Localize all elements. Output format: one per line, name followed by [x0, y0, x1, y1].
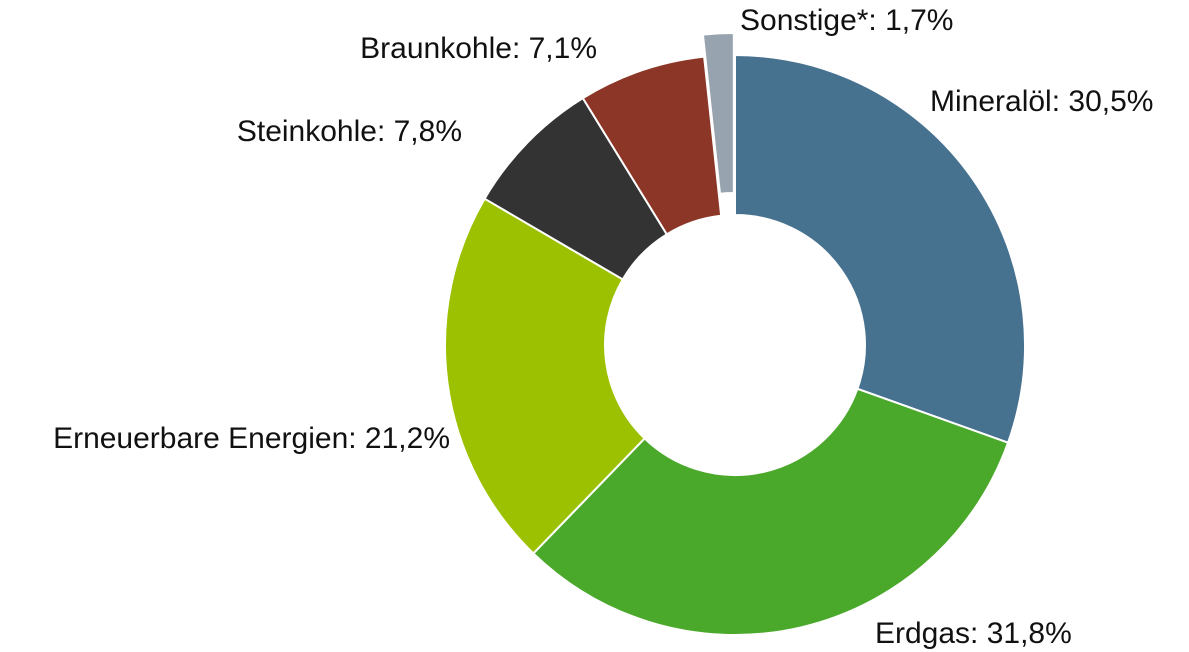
slice-label: Braunkohle: 7,1%: [360, 32, 597, 65]
slice-label: Sonstige*: 1,7%: [740, 4, 953, 37]
slice-label: Erneuerbare Energien: 21,2%: [53, 422, 450, 455]
donut-slice: [444, 197, 647, 555]
donut-slice: [581, 55, 723, 236]
slice-label: Erdgas: 31,8%: [875, 617, 1072, 650]
slice-label: Mineralöl: 30,5%: [930, 85, 1153, 118]
donut-slice: [734, 53, 1026, 444]
donut-slice: [531, 387, 1010, 636]
slice-label: Steinkohle: 7,8%: [237, 115, 462, 148]
donut-slice: [701, 32, 735, 195]
